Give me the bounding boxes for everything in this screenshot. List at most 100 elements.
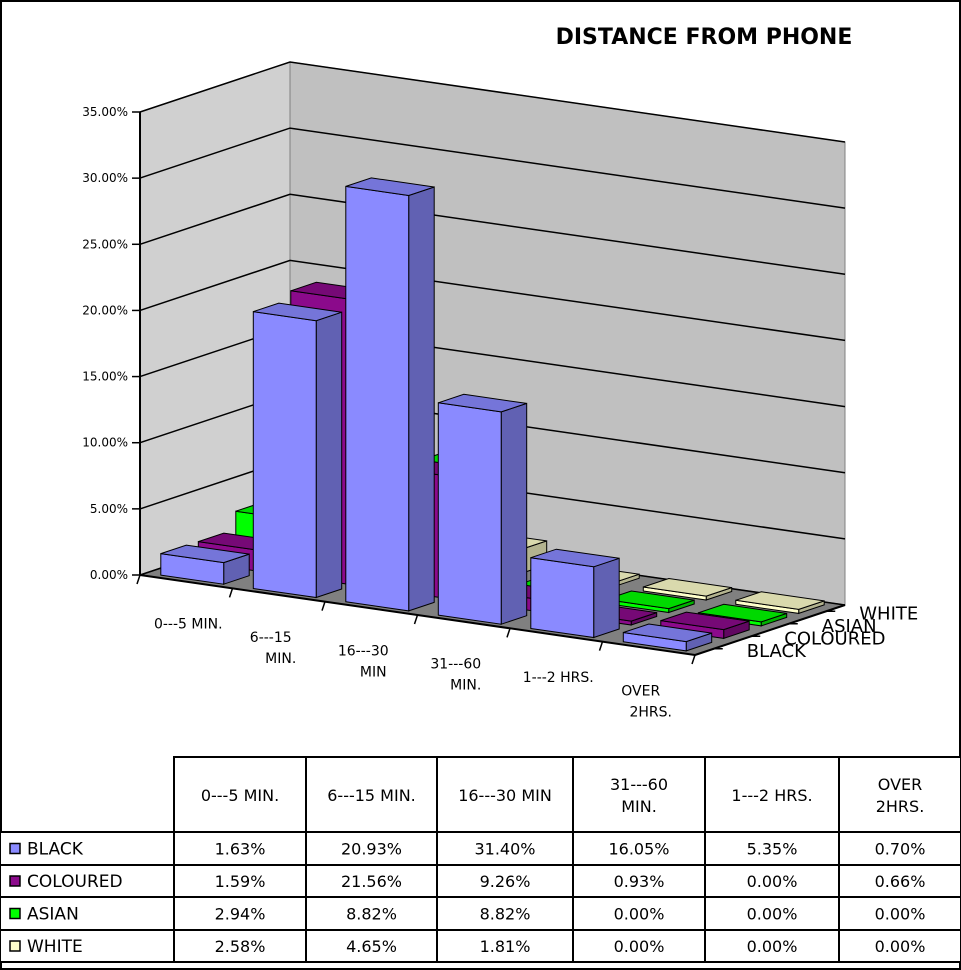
table-cell: 0.00% [614,905,665,924]
bar-side [315,311,343,599]
legend-swatch [9,907,21,920]
data-table: 0---5 MIN. 6---15 MIN. 16---30 MIN 31---60 M… [0,756,961,963]
bar-front [345,185,410,612]
x-category-label: 31---60 MIN. [430,657,481,694]
gridline [139,61,846,143]
bar-black-3 [437,393,528,625]
series-axis-label: ASIAN [822,616,877,637]
bar-top [605,590,695,610]
bar-top [345,177,435,197]
bar-white-4 [642,577,733,601]
axis-labels: 0.00% 5.00% 10.00% 15.00% 20.00% 25.00% 30.00%… [82,105,918,720]
bar-front [437,402,502,625]
x-category-label: OVER 2HRS. [621,683,672,720]
bar-side [500,402,528,625]
bar-side [408,186,435,612]
gridline [139,127,846,209]
x-tick-mark [321,601,326,611]
chart-title: DISTANCE FROM PHONE [556,25,853,50]
table-row-label: COLOURED [27,872,123,892]
legend-swatch [9,940,21,952]
table-cell: 0.00% [614,937,665,956]
y-tick-label: 25.00% [82,237,128,251]
bar-top [530,548,620,568]
series-axis-label: WHITE [859,603,918,624]
table-cell: 16.05% [608,840,669,859]
x-category-label: 16---30 MIN [338,643,389,680]
table-cell: 21.56% [341,872,402,891]
table-cell: 5.35% [747,840,798,859]
axes [132,111,846,665]
x-tick-mark [136,574,141,585]
y-tick-label: 0.00% [90,568,128,582]
table-cell: 0.00% [875,937,926,956]
table-cell: 0.93% [614,872,665,891]
bar-front [252,311,317,599]
table-cell: 0.00% [747,937,798,956]
table-row-label: BLACK [27,840,84,860]
bar-top [253,302,342,322]
x-tick-mark [691,654,696,665]
table-cell: 8.82% [346,905,397,924]
table-row-label: ASIAN [27,905,79,925]
table-cell: 1.81% [480,937,531,956]
table-cell: 0.70% [875,840,926,859]
depth-axis [694,604,846,656]
x-tick-mark [228,588,234,598]
table-cell: 20.93% [341,840,402,859]
y-tick-label: 5.00% [90,502,128,516]
bar-top [643,577,732,597]
table-row-label: WHITE [27,937,83,957]
table-cell: 0.66% [875,872,926,891]
x-tick-mark [506,628,511,638]
x-category-label: 1---2 HRS. [523,670,594,686]
table-header-cell: 16---30 MIN [458,786,552,805]
series-axis-label: COLOURED [784,628,885,649]
table-header-cell: 1---2 HRS. [731,786,812,805]
bars [160,177,825,652]
x-category-label: 6---15 MIN. [250,630,297,667]
table-cell: 31.40% [474,840,535,859]
x-category-label: 0---5 MIN. [154,617,223,633]
table-cell: 1.59% [215,872,266,891]
table-cell: 9.26% [480,872,531,891]
bar-top [160,544,250,564]
table-header-cell: 31---60 MIN. [610,775,668,816]
series-axis-label: BLACK [747,641,807,662]
bar-black-1 [252,302,343,599]
table-cell: 0.00% [875,905,926,924]
y-tick-label: 35.00% [82,105,128,119]
y-tick-label: 20.00% [82,303,128,317]
bar-black-0 [160,544,250,585]
bar-white-5 [735,591,825,615]
table-cell: 4.65% [346,937,397,956]
table-cell: 2.94% [215,905,266,924]
y-tick-label: 10.00% [82,436,128,450]
x-tick-mark [413,614,419,625]
table-cell: 0.00% [747,905,798,924]
table-cell: 8.82% [480,905,531,924]
table-header-cell: 6---15 MIN. [327,786,416,805]
bar-top [660,611,750,631]
bar-top [623,623,712,643]
bar-black-4 [530,548,620,639]
y-tick-label: 30.00% [82,171,128,185]
table-cell: 0.00% [747,872,798,891]
table-header-cell: OVER 2HRS. [876,775,925,816]
bar-top [698,603,787,623]
bar-top [735,591,825,610]
gridline [139,259,846,342]
y-tick-label: 15.00% [82,370,128,384]
bar-black-2 [345,177,435,612]
table-cell: 1.63% [215,840,266,859]
table-header-frame [173,756,961,833]
table-header-cell: 0---5 MIN. [201,786,279,805]
gridline [139,193,846,276]
bar-side [593,557,620,639]
x-tick-mark [598,641,604,651]
bar-black-5 [622,623,713,652]
legend-swatch [9,875,21,887]
bar-top [438,393,527,413]
legend-swatch [9,842,21,855]
